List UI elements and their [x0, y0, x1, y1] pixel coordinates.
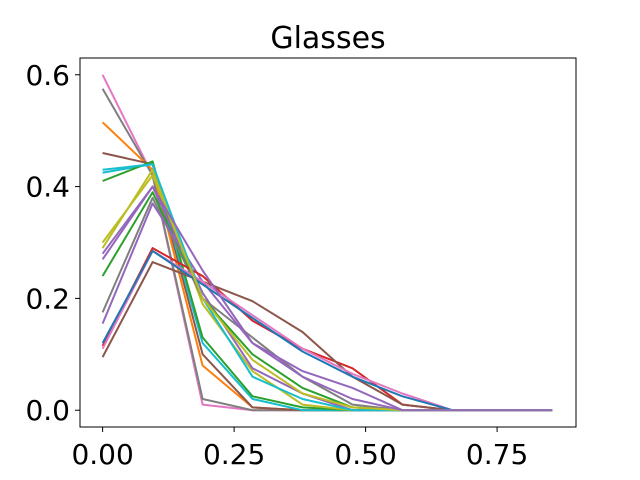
- series-line-6: [102, 160, 553, 412]
- series-line-12: [101, 247, 553, 412]
- series-lines: [101, 74, 553, 412]
- x-tick-label: 0.00: [71, 438, 133, 471]
- series-line-16: [102, 163, 553, 412]
- series-line-7: [101, 168, 553, 412]
- series-line-4: [102, 152, 553, 412]
- series-line-3: [101, 121, 553, 412]
- y-axis: 0.0 0.2 0.4 0.6: [25, 59, 80, 427]
- x-tick-label: 0.50: [334, 438, 396, 471]
- x-tick-label: 0.25: [203, 438, 265, 471]
- series-line-5: [102, 163, 553, 412]
- series-line-1: [101, 74, 553, 412]
- series-line-18: [101, 185, 553, 412]
- x-tick-label: 0.75: [466, 438, 528, 471]
- plot-frame: [79, 57, 577, 428]
- series-line-14: [101, 249, 553, 412]
- y-tick-label: 0.6: [25, 59, 70, 92]
- chart-title: Glasses: [270, 21, 385, 56]
- y-tick-label: 0.0: [25, 394, 70, 427]
- x-axis: 0.00 0.25 0.50 0.75: [71, 427, 528, 471]
- series-line-15: [101, 249, 553, 412]
- y-tick-label: 0.2: [25, 282, 70, 315]
- y-tick-label: 0.4: [25, 171, 70, 204]
